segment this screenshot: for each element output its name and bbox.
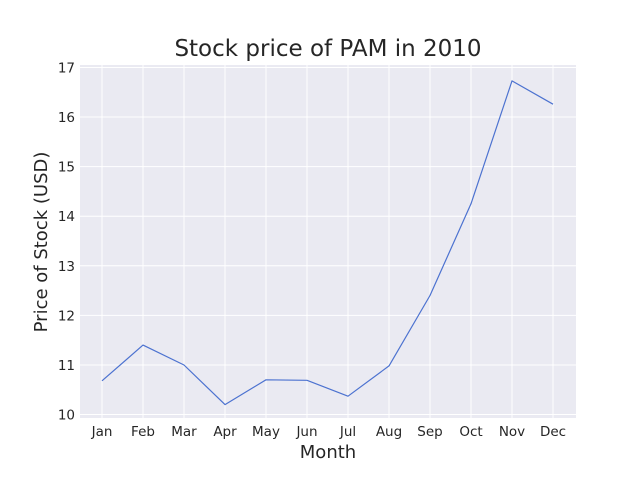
chart-title: Stock price of PAM in 2010 <box>174 36 481 62</box>
y-tick-label: 16 <box>58 110 75 126</box>
x-tick-label: Jan <box>91 424 113 440</box>
x-tick-label: Oct <box>459 424 482 440</box>
y-tick-labels: 10 11 12 13 14 15 16 17 <box>58 60 75 423</box>
y-tick-label: 10 <box>58 408 75 424</box>
y-tick-label: 15 <box>58 160 75 176</box>
y-tick-label: 13 <box>58 259 75 275</box>
y-tick-label: 17 <box>58 60 75 76</box>
y-tick-label: 11 <box>58 358 75 374</box>
y-tick-label: 14 <box>58 209 75 225</box>
x-tick-label: May <box>252 424 280 440</box>
x-tick-label: Apr <box>213 424 237 440</box>
x-tick-labels: Jan Feb Mar Apr May Jun Jul Aug Sep Oct Nov Dec <box>91 424 566 440</box>
y-tick-label: 12 <box>58 308 75 324</box>
x-gridlines <box>101 65 554 418</box>
x-tick-label: Aug <box>376 424 402 440</box>
x-tick-label: Mar <box>171 424 197 440</box>
y-axis-label: Price of Stock (USD) <box>31 152 52 333</box>
x-tick-label: Jun <box>295 424 317 440</box>
x-tick-label: Nov <box>499 424 525 440</box>
x-tick-label: Sep <box>417 424 442 440</box>
x-axis-label: Month <box>300 442 356 463</box>
x-tick-label: Dec <box>540 424 566 440</box>
plot-background <box>80 65 576 418</box>
price-line <box>101 80 554 406</box>
x-tick-label: Feb <box>131 424 155 440</box>
x-tick-label: Jul <box>339 424 356 440</box>
y-gridlines <box>80 66 576 416</box>
